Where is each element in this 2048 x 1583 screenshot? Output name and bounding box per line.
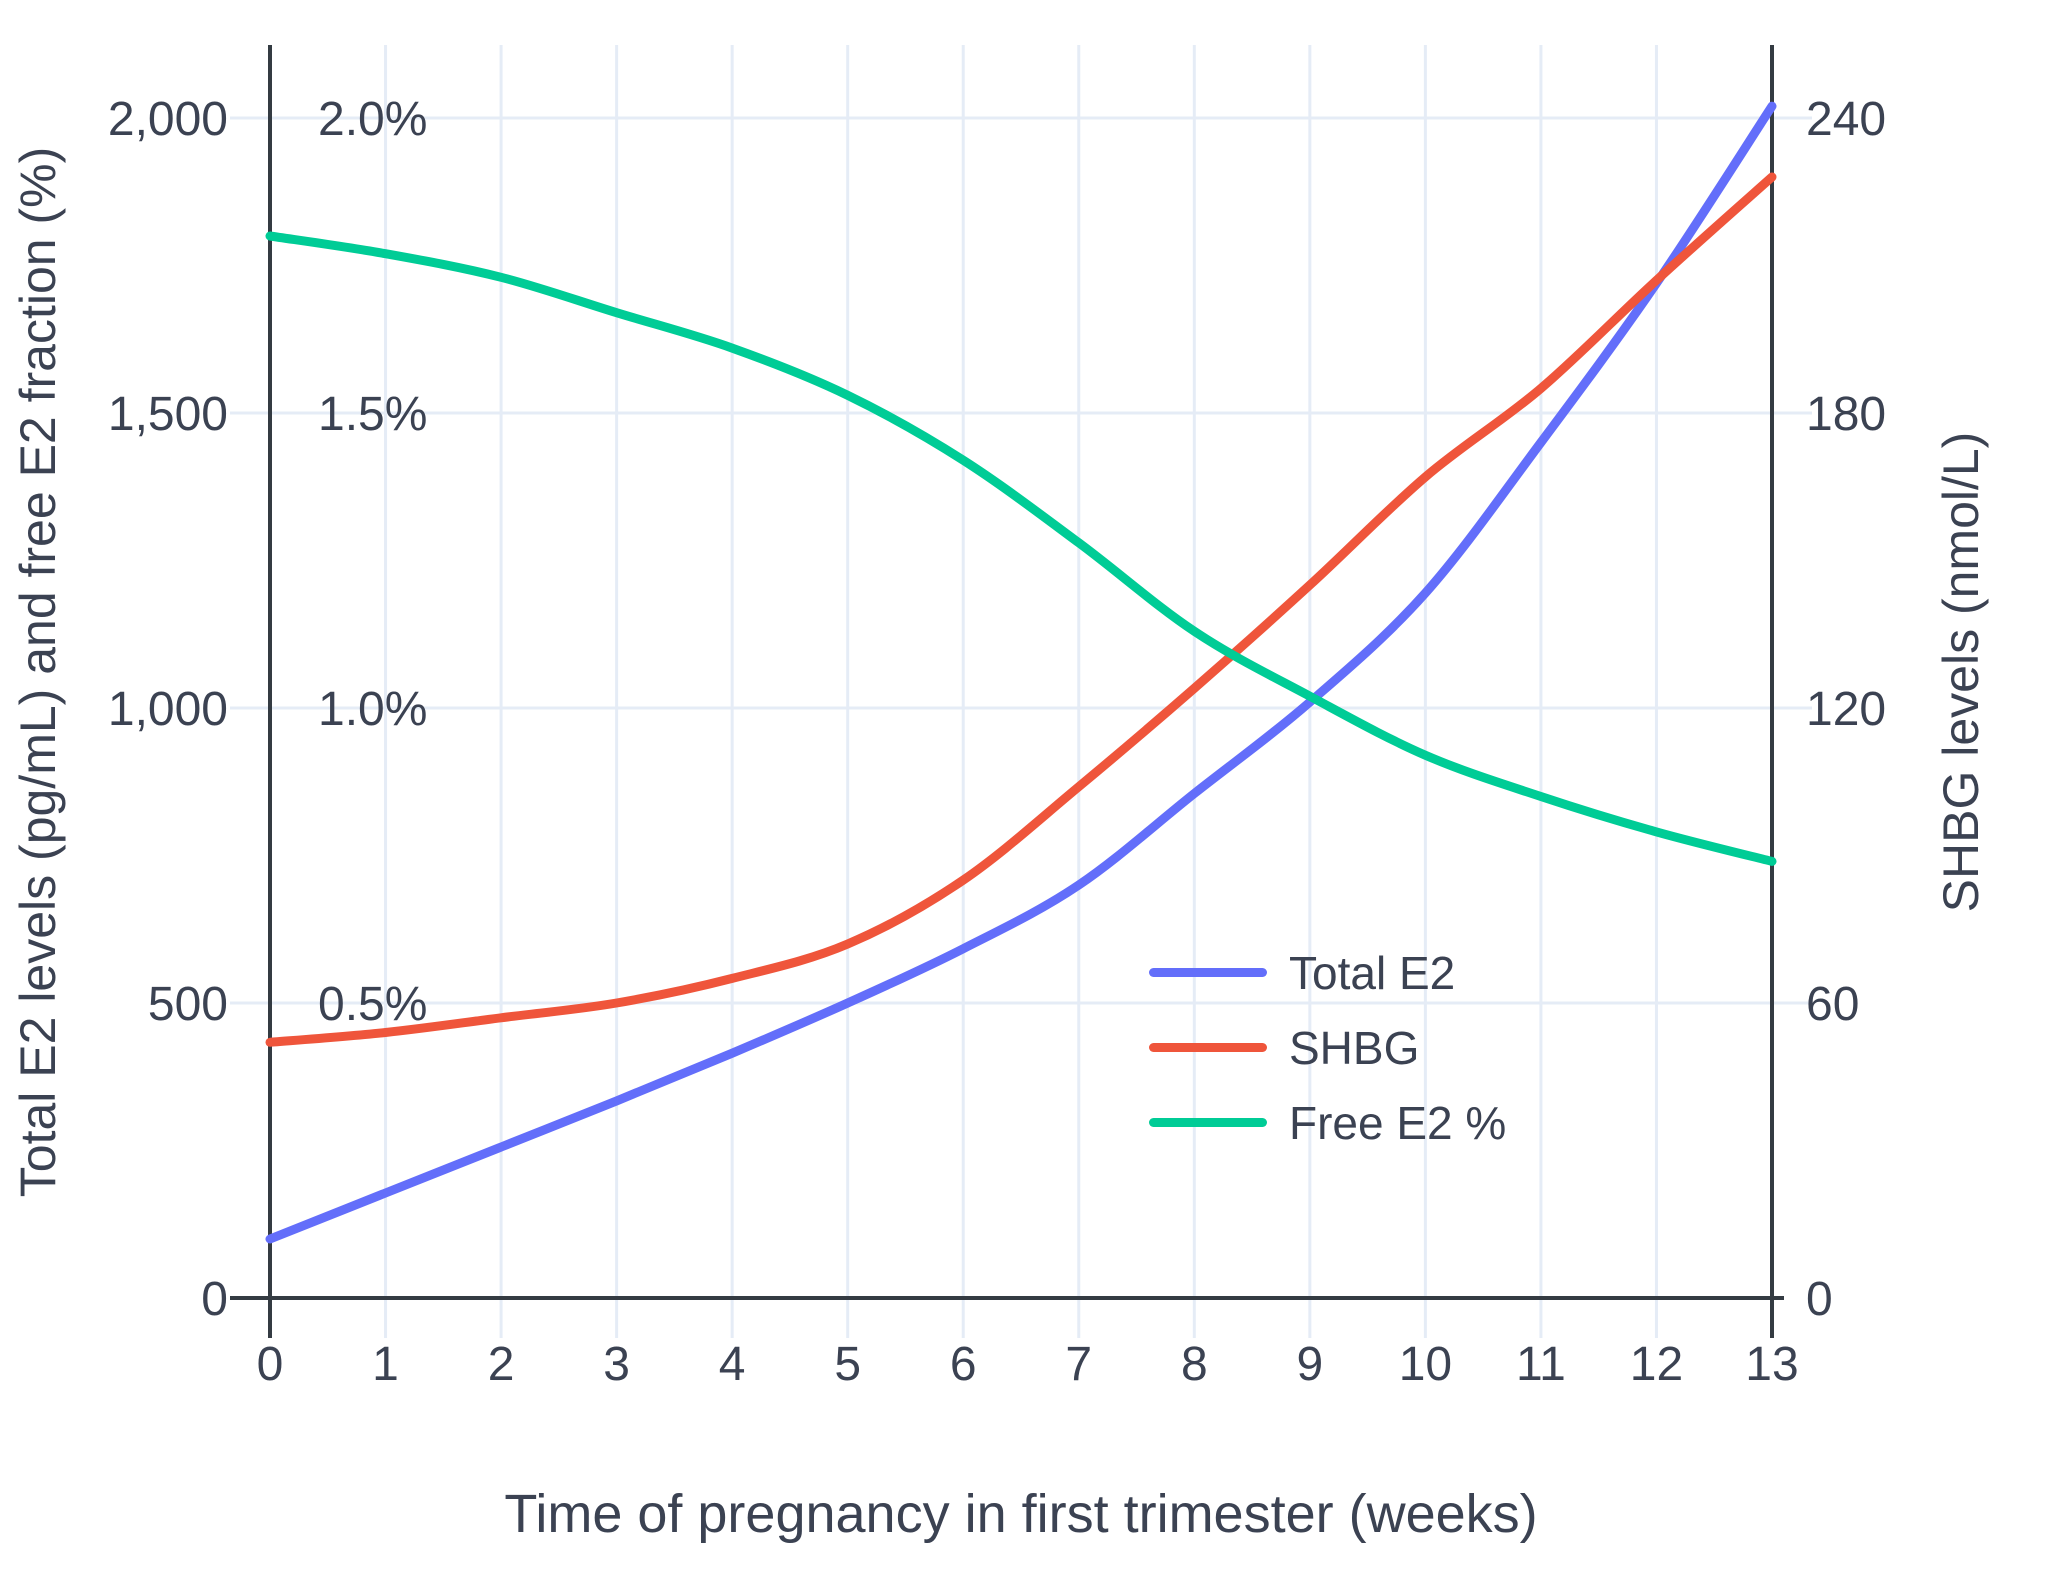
y-right-tick-label: 0 (1806, 1273, 1833, 1326)
x-tick-label: 4 (719, 1338, 746, 1391)
x-tick-label: 6 (950, 1338, 977, 1391)
y-right-tick-label: 240 (1806, 93, 1886, 146)
x-tick-label: 10 (1399, 1338, 1452, 1391)
x-tick-label: 2 (488, 1338, 515, 1391)
y-left-tick-label: 2,000 (108, 93, 228, 146)
y-axis-right-title: SHBG levels (nmol/L) (1933, 432, 1989, 913)
y-right-tick-label: 120 (1806, 683, 1886, 736)
data-curves (265, 101, 1777, 1244)
x-tick-label: 13 (1745, 1338, 1798, 1391)
free-e2-line-swatch (1149, 1118, 1267, 1127)
y-right-tick-label: 60 (1806, 978, 1859, 1031)
total-e2-line-swatch (1149, 968, 1267, 977)
x-tick-label: 7 (1065, 1338, 1092, 1391)
y-left-tick-label: 1,500 (108, 388, 228, 441)
x-tick-label: 9 (1296, 1338, 1323, 1391)
legend-item-total-e2: Total E2 (1149, 935, 1506, 1010)
shbg-curve (265, 172, 1777, 1047)
axes (230, 45, 1784, 1338)
free-e2-percent-tick-label: 2.0% (318, 93, 427, 146)
shbg-line-swatch (1149, 1043, 1267, 1052)
legend-item-shbg: SHBG (1149, 1010, 1506, 1085)
free-e2-percent-tick-label: 1.0% (318, 683, 427, 736)
y-left-tick-label: 0 (201, 1273, 228, 1326)
y-left-tick-label: 1,000 (108, 683, 228, 736)
legend-label-total-e2: Total E2 (1289, 946, 1456, 999)
legend-label-free-e2: Free E2 % (1289, 1096, 1507, 1149)
x-tick-label: 8 (1181, 1338, 1208, 1391)
gridlines (230, 45, 1812, 1338)
total-e2-curve (265, 101, 1777, 1244)
legend-item-free-e2: Free E2 % (1149, 1085, 1506, 1160)
x-tick-label: 3 (603, 1338, 630, 1391)
x-axis-title: Time of pregnancy in first trimester (we… (504, 1484, 1537, 1544)
x-tick-label: 0 (257, 1338, 284, 1391)
tick-labels: 05001,0001,5002,0000.5%1.0%1.5%2.0%06012… (108, 93, 1886, 1391)
legend: Total E2 SHBG Free E2 % (1149, 935, 1506, 1160)
y-left-tick-label: 500 (148, 978, 228, 1031)
free-e2-percent-tick-label: 1.5% (318, 388, 427, 441)
x-tick-label: 12 (1630, 1338, 1683, 1391)
y-right-tick-label: 180 (1806, 388, 1886, 441)
free-e2-percent-tick-label: 0.5% (318, 978, 427, 1031)
y-axis-left-title: Total E2 levels (pg/mL) and free E2 frac… (10, 147, 66, 1197)
free-e2--curve (265, 231, 1777, 866)
x-tick-label: 11 (1516, 1338, 1566, 1391)
x-tick-label: 1 (372, 1338, 399, 1391)
legend-label-shbg: SHBG (1289, 1021, 1420, 1074)
x-tick-label: 5 (834, 1338, 861, 1391)
